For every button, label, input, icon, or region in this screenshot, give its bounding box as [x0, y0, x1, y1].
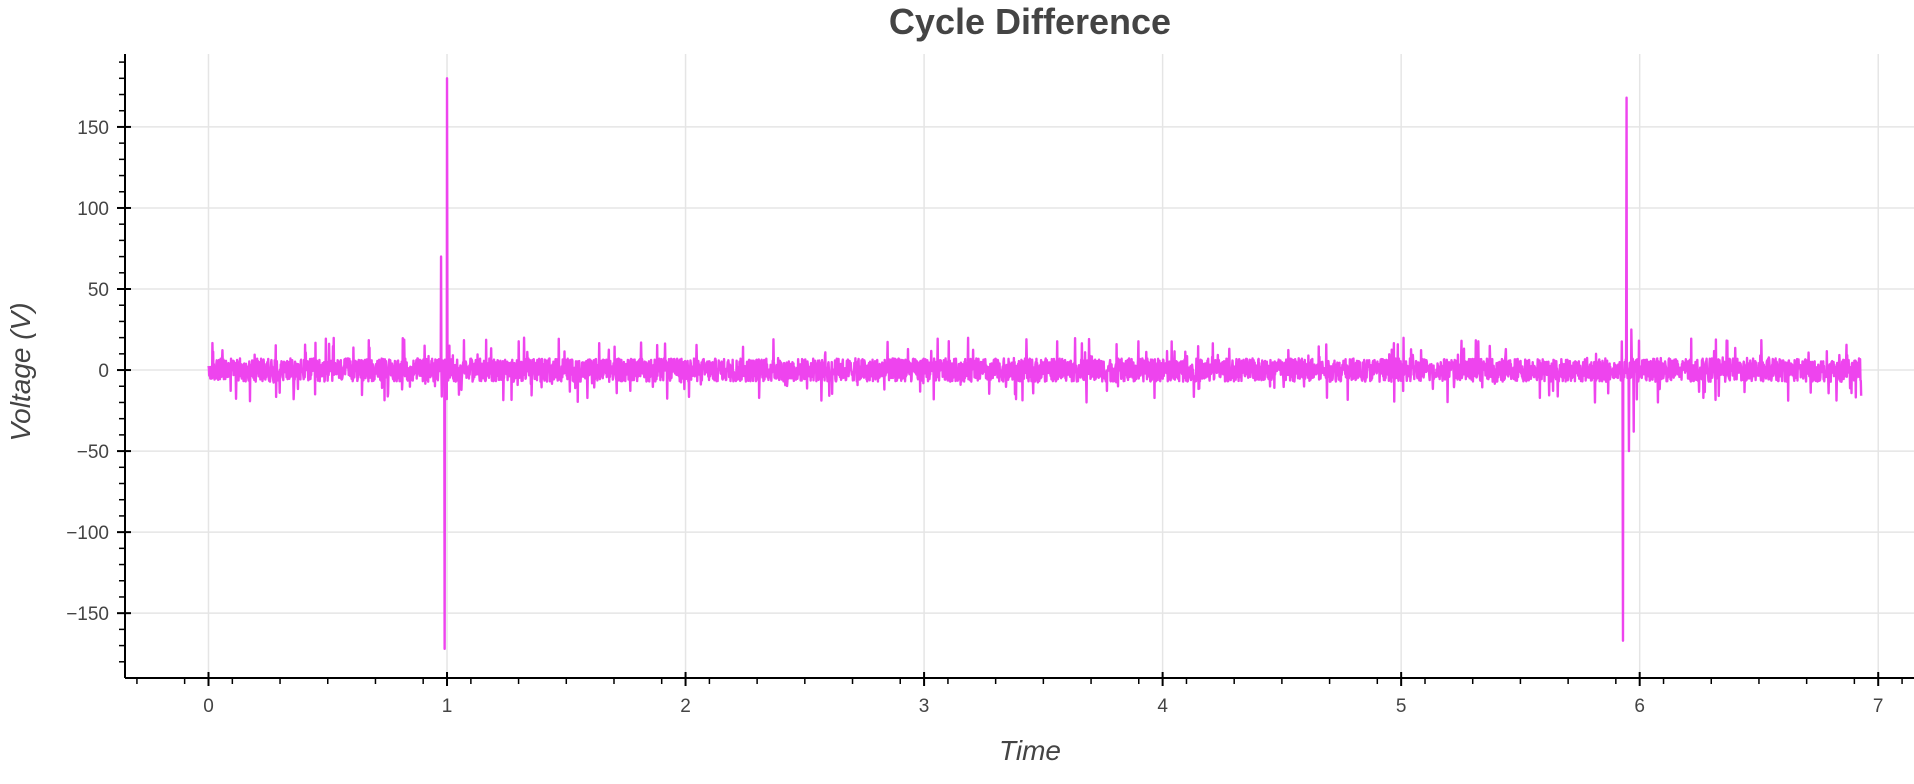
- y-tick-label: 0: [98, 361, 109, 382]
- x-tick-label: 5: [1396, 696, 1407, 717]
- x-tick-label: 2: [680, 696, 691, 717]
- y-tick-label: 50: [88, 280, 109, 301]
- y-tick-label: 100: [77, 199, 109, 220]
- x-axis-label: Time: [999, 735, 1061, 766]
- y-tick-label: 150: [77, 118, 109, 139]
- x-tick-label: 1: [442, 696, 453, 717]
- x-tick-label: 4: [1157, 696, 1168, 717]
- y-tick-label: −50: [77, 442, 109, 463]
- x-tick-label: 6: [1634, 696, 1645, 717]
- x-tick-label: 0: [203, 696, 214, 717]
- x-tick-label: 7: [1873, 696, 1884, 717]
- y-axis-label: Voltage (V): [5, 302, 36, 441]
- x-tick-label: 3: [919, 696, 930, 717]
- y-tick-label: −100: [66, 523, 109, 544]
- y-tick-label: −150: [66, 604, 109, 625]
- series-layer: [207, 77, 1863, 651]
- axes: 0 1 2 3 4 5 6 7 150 100 50 0 −50 −100 −150: [66, 54, 1914, 717]
- chart-title: Cycle Difference: [889, 1, 1171, 42]
- series-line: [207, 77, 1863, 651]
